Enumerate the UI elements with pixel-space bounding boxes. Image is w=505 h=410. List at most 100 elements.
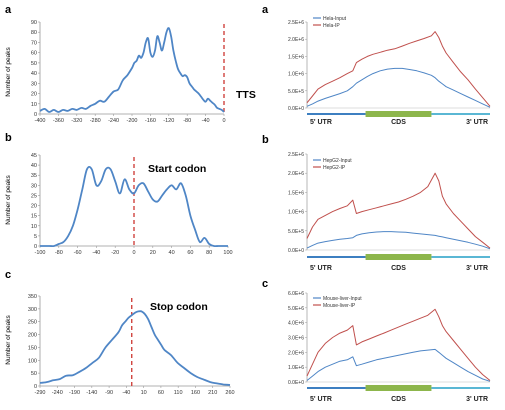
right-c-region-3utr: 3' UTR [466, 396, 488, 403]
right-b-utr5-bar [307, 256, 366, 258]
right-a-panel: a [262, 4, 269, 16]
left-b-xtick-label: 80 [206, 250, 212, 256]
right-c-ytick-label: 3.0E+6 [288, 336, 304, 342]
left-c-ylabel: Number of peaks [5, 315, 12, 365]
left-c-panel: c Stop codon Number of peaks [5, 269, 208, 365]
left-b-ytick-label: 25 [31, 193, 37, 199]
left-a-ytick-label: 80 [31, 30, 37, 36]
right-a-region-cds: CDS [391, 119, 406, 126]
left-c-ytick-label: 350 [28, 294, 37, 300]
left-b-xtick-label: -60 [74, 250, 82, 256]
right-a-plot: 0.0E+0 5.0E+5 1.0E+6 1.5E+6 2.0E+6 2.5E+6 Hela… [288, 16, 491, 126]
left-a-series-line [39, 27, 225, 113]
left-a-xtick-label: -400 [34, 118, 45, 124]
left-b-annotation: Start codon [148, 163, 206, 175]
right-b-ytick-label: 2.5E+6 [288, 152, 304, 158]
left-c-ytick-label: 250 [28, 320, 37, 326]
left-a-annotation: TTS [236, 89, 256, 101]
left-c-xtick-label: -240 [52, 390, 63, 396]
right-c-plot: 0.0E+0 1.0E+6 2.0E+6 3.0E+6 4.0E+6 5.0E+6 6.0E… [288, 291, 491, 403]
right-b-ytick-label: 5.0E+5 [288, 229, 304, 235]
right-a-ytick-label: 5.0E+5 [288, 89, 304, 95]
left-a-panel: a TTS Number of peaks [5, 4, 256, 101]
left-c-xtick-label: 110 [174, 390, 183, 396]
left-c-xtick-label: -90 [105, 390, 113, 396]
left-b-xtick-label: 60 [187, 250, 193, 256]
left-b-ytick-label: 15 [31, 214, 37, 220]
left-b-panel-letter: b [5, 132, 12, 144]
left-b-plot: 0 5 10 15 20 25 30 35 40 45 -100 -80 -60 -40 -20 0 20 40 6… [31, 153, 233, 256]
left-b-ytick-label: 35 [31, 173, 37, 179]
left-a-xtick-label: -360 [53, 118, 64, 124]
right-c-region-cds: CDS [391, 396, 406, 403]
left-c-xtick-label: 210 [208, 390, 217, 396]
left-c-panel-letter: c [5, 269, 11, 281]
right-b-region-cds: CDS [391, 265, 406, 272]
left-b-ytick-label: 20 [31, 204, 37, 210]
right-c-region-5utr: 5' UTR [310, 396, 332, 403]
left-a-xtick-label: -280 [90, 118, 101, 124]
left-c-xtick-label: -40 [122, 390, 130, 396]
left-a-ytick-label: 40 [31, 71, 37, 77]
right-a-cds-bar [365, 111, 432, 117]
right-a-legend-label: Hela-IP [323, 23, 340, 29]
left-c-plot: 0 50 100 150 200 250 300 350 -290 -240 -190 -140 -90… [28, 294, 235, 396]
right-a-ytick-label: 0.0E+0 [288, 106, 304, 112]
left-c-xtick-label: 260 [225, 390, 234, 396]
left-a-ytick-label: 20 [31, 92, 37, 98]
left-c-ytick-label: 300 [28, 307, 37, 313]
right-c-panel-letter: c [262, 278, 268, 290]
right-a-region-3utr: 3' UTR [466, 119, 488, 126]
left-c-xtick-label: 160 [191, 390, 200, 396]
left-a-xtick-label: -40 [202, 118, 210, 124]
right-b-panel-letter: b [262, 134, 269, 146]
right-a-panel-letter: a [262, 4, 269, 16]
left-b-ylabel: Number of peaks [5, 175, 12, 225]
right-a-utr3-bar [431, 113, 490, 115]
right-c-cds-bar [365, 385, 432, 391]
right-b-series-line [306, 231, 491, 250]
left-a-ylabel: Number of peaks [5, 47, 12, 97]
left-c-ytick-label: 50 [31, 371, 37, 377]
right-c-ytick-label: 5.0E+6 [288, 306, 304, 312]
left-b-panel: b Start codon Number of peaks [5, 132, 206, 225]
right-b-ytick-label: 2.0E+6 [288, 171, 304, 177]
left-b-xtick-label: 40 [169, 250, 175, 256]
left-c-ytick-label: 0 [34, 384, 37, 390]
right-c-series-line [306, 348, 491, 382]
right-a-ytick-label: 1.0E+6 [288, 72, 304, 78]
right-c-ytick-label: 1.0E+6 [288, 365, 304, 371]
left-a-ytick-label: 70 [31, 40, 37, 46]
left-b-xtick-label: -100 [34, 250, 45, 256]
right-a-series-line [306, 31, 491, 107]
right-a-ytick-label: 2.0E+6 [288, 37, 304, 43]
right-b-ytick-label: 1.0E+6 [288, 210, 304, 216]
left-c-annotation: Stop codon [150, 301, 208, 313]
left-a-xtick-label: -160 [145, 118, 156, 124]
left-c-ytick-label: 100 [28, 358, 37, 364]
left-a-ytick-label: 50 [31, 61, 37, 67]
right-a-legend-label: Hela-Input [323, 16, 347, 22]
left-a-xtick-label: -120 [163, 118, 174, 124]
left-a-xtick-label: -320 [71, 118, 82, 124]
right-c-ytick-label: 2.0E+6 [288, 350, 304, 356]
left-b-ytick-label: 45 [31, 153, 37, 159]
left-c-xtick-label: -290 [34, 390, 45, 396]
right-b-cds-bar [365, 254, 432, 260]
right-b-region-5utr: 5' UTR [310, 265, 332, 272]
left-c-xtick-label: 10 [141, 390, 147, 396]
left-a-ytick-label: 0 [34, 112, 37, 118]
left-c-xtick-label: -140 [86, 390, 97, 396]
right-b-legend-label: HepG2-Input [323, 158, 352, 164]
right-b-ytick-label: 0.0E+0 [288, 248, 304, 254]
right-b-ytick-label: 1.5E+6 [288, 190, 304, 196]
left-b-xtick-label: -20 [111, 250, 119, 256]
left-a-ytick-label: 60 [31, 51, 37, 57]
left-b-ytick-label: 40 [31, 163, 37, 169]
right-b-plot: 0.0E+0 5.0E+5 1.0E+6 1.5E+6 2.0E+6 2.5E+6 HepG… [288, 152, 491, 272]
left-c-xtick-label: 60 [158, 390, 164, 396]
left-a-xtick-label: -200 [126, 118, 137, 124]
right-c-legend-label: Mouse-liver-Input [323, 296, 362, 302]
